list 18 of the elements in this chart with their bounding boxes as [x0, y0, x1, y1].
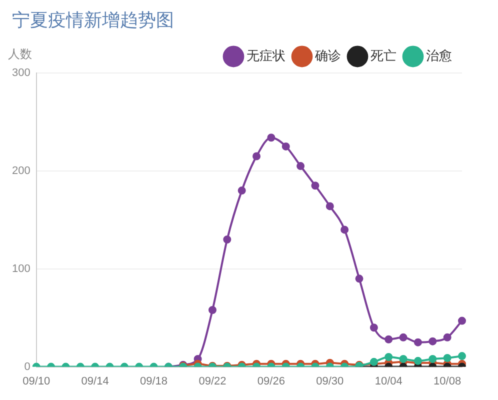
y-axis-title: 人数: [8, 47, 32, 62]
chart-title: 宁夏疫情新增趋势图: [12, 9, 174, 32]
x-tick-label: 09/18: [140, 375, 168, 388]
x-tick-label: 10/04: [374, 375, 402, 388]
x-tick-label: 09/22: [198, 375, 226, 388]
y-tick-label: 0: [24, 360, 30, 373]
legend-label: 确诊: [314, 48, 341, 64]
legend-label: 无症状: [246, 48, 286, 64]
x-tick-label: 09/14: [81, 375, 109, 388]
x-tick-label: 10/08: [434, 375, 462, 388]
x-tick-label: 09/10: [22, 375, 50, 388]
legend-label: 治愈: [426, 48, 452, 64]
x-tick-label: 09/26: [257, 375, 285, 388]
y-tick-label: 100: [12, 262, 30, 275]
legend-label: 死亡: [370, 48, 396, 64]
y-tick-label: 300: [12, 67, 30, 80]
x-tick-label: 09/30: [316, 375, 344, 388]
y-tick-label: 200: [12, 164, 30, 177]
